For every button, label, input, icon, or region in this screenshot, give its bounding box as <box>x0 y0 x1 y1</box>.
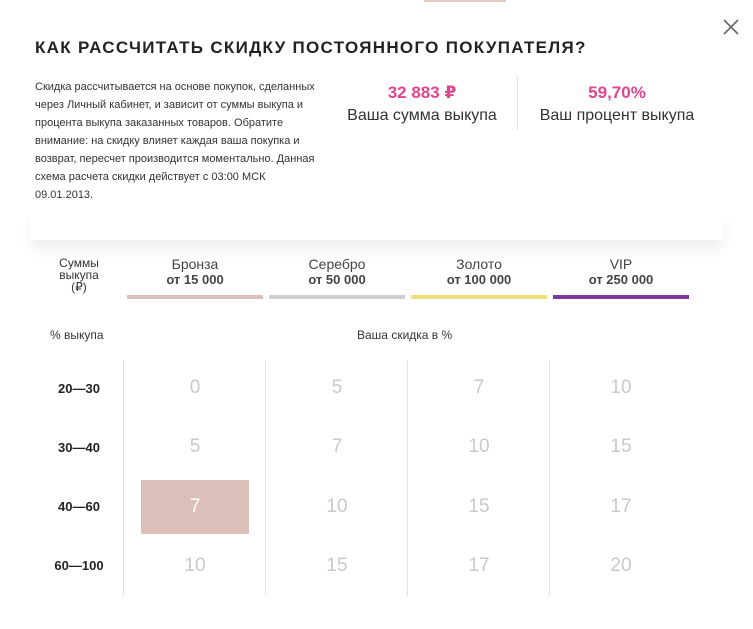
purchase-sum-label: Ваша сумма выкупа <box>347 107 497 124</box>
column-divider <box>407 360 408 596</box>
discount-cell: 7 <box>331 436 343 457</box>
description-text: Скидка рассчитывается на основе покупок,… <box>35 81 315 201</box>
tier-silver: Серебро от 50 000 <box>269 256 405 299</box>
discount-cell: 10 <box>326 496 348 517</box>
discount-cell: 15 <box>610 436 632 457</box>
tier-bar <box>411 295 547 299</box>
close-button[interactable] <box>720 16 742 38</box>
column-divider <box>549 360 550 596</box>
sums-label-line1: Суммы <box>59 256 99 270</box>
row-label: 40—60 <box>58 499 100 514</box>
discount-cell: 10 <box>184 555 206 576</box>
tier-bar <box>269 295 405 299</box>
tier-vip: VIP от 250 000 <box>553 256 689 299</box>
column-divider <box>265 360 266 596</box>
purchase-sum-stat: 32 883 ₽ Ваша сумма выкупа <box>342 83 502 127</box>
purchase-percent-label: Ваш процент выкупа <box>539 107 695 124</box>
purchase-percent-stat: 59,70% Ваш процент выкупа <box>530 83 704 127</box>
discount-cell: 15 <box>468 496 490 517</box>
tier-name: Золото <box>456 256 502 272</box>
discount-cell: 5 <box>331 377 343 398</box>
tier-bronze: Бронза от 15 000 <box>127 256 263 299</box>
sums-label-line3: (₽) <box>71 280 87 294</box>
tier-name: Серебро <box>308 256 366 272</box>
tier-min: от 100 000 <box>446 272 512 287</box>
column-divider <box>123 360 124 596</box>
row-label: 30—40 <box>58 440 100 455</box>
tier-min: от 250 000 <box>588 272 654 287</box>
tier-name: Бронза <box>171 256 219 272</box>
active-discount-cell: 7 <box>141 480 249 534</box>
discount-cell: 5 <box>189 436 201 457</box>
discount-cell: 10 <box>610 377 632 398</box>
section-shadow <box>30 210 723 240</box>
purchase-percent-value: 59,70% <box>588 83 646 102</box>
discount-cell: 20 <box>610 555 632 576</box>
discount-cell: 17 <box>468 555 490 576</box>
discount-cell: 0 <box>189 377 201 398</box>
tier-name: VIP <box>609 256 633 272</box>
percent-column-header: % выкупа <box>50 328 104 342</box>
tier-bar <box>127 295 263 299</box>
discount-cell: 10 <box>468 436 490 457</box>
purchase-sum-value: 32 883 ₽ <box>387 83 457 102</box>
sums-label: Суммы выкупа (₽) <box>50 257 108 293</box>
stats-divider <box>517 76 518 130</box>
top-accent-bar <box>424 0 506 2</box>
discount-cell: 7 <box>473 377 485 398</box>
tier-gold: Золото от 100 000 <box>411 256 547 299</box>
tier-min: от 50 000 <box>308 272 366 287</box>
discount-cell: 15 <box>326 555 348 576</box>
modal-title: КАК РАССЧИТАТЬ СКИДКУ ПОСТОЯННОГО ПОКУПА… <box>35 38 587 57</box>
tier-min: от 15 000 <box>166 272 224 287</box>
sums-label-line2: выкупа <box>59 268 99 282</box>
row-label: 60—100 <box>54 558 104 573</box>
row-label: 20—30 <box>58 381 100 396</box>
close-icon <box>723 19 739 35</box>
tier-bar <box>553 295 689 299</box>
discount-cell: 17 <box>610 496 632 517</box>
discount-header: Ваша скидка в % <box>357 328 453 342</box>
